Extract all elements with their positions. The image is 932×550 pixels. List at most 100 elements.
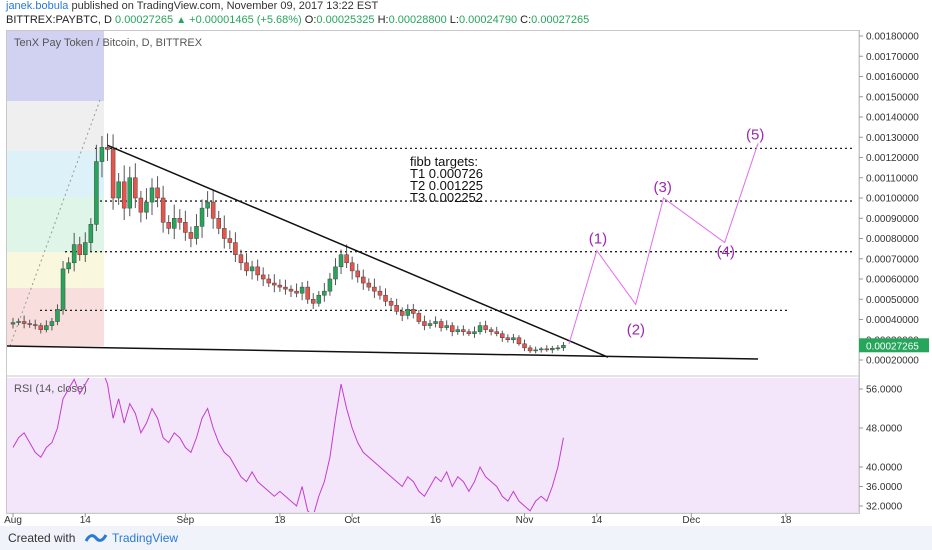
candle-body <box>194 226 199 239</box>
candle-body <box>138 197 144 213</box>
price-tick-label: 0.00100000 <box>866 194 919 205</box>
candle-body <box>238 254 244 264</box>
fib-band-2 <box>7 101 104 151</box>
rsi-tick-label: 36.0000 <box>866 482 903 493</box>
candle-body <box>422 321 427 326</box>
candle-body <box>544 348 550 351</box>
candle-body <box>16 321 21 323</box>
last-price-tag-label: 0.00027265 <box>866 341 919 352</box>
symbol-label: BITTREX:PAYBTC, D <box>6 14 112 26</box>
wave-label: (4) <box>717 244 735 261</box>
fib-diagonal <box>9 99 101 347</box>
candle-body <box>133 177 138 199</box>
candle-body <box>110 149 116 199</box>
candle-body <box>71 244 77 264</box>
candle-body <box>377 290 383 296</box>
candle-body <box>399 311 405 316</box>
candle-body <box>60 268 66 310</box>
tradingview-brand[interactable]: TradingView <box>112 531 179 545</box>
candle-body <box>538 348 544 351</box>
candle-body <box>199 207 205 227</box>
candle-body <box>94 161 99 225</box>
rsi-pane-bg <box>7 378 859 512</box>
time-tick-label: Sep <box>176 515 194 526</box>
change-value: +0.00001465 (+5.68%) <box>189 14 302 26</box>
candle-body <box>116 181 121 199</box>
candle-body <box>472 331 477 334</box>
candle-body <box>272 282 277 286</box>
candle-body <box>127 177 133 209</box>
time-tick-label: Oct <box>344 515 360 526</box>
price-tick-label: 0.00120000 <box>866 153 919 164</box>
fib-band-5 <box>7 252 104 288</box>
candle-body <box>38 325 44 330</box>
candle-body <box>383 294 388 302</box>
time-tick-label: 18 <box>780 515 792 526</box>
candle-body <box>344 254 349 264</box>
candle-body <box>488 329 494 332</box>
candle-body <box>166 222 171 229</box>
price-tick-label: 0.00090000 <box>866 214 919 225</box>
time-tick-label: Dec <box>682 515 700 526</box>
candle-body <box>372 286 377 292</box>
candle-body <box>10 322 16 325</box>
candle-body <box>433 321 438 324</box>
candle-body <box>483 325 488 330</box>
rsi-title: RSI (14, close) <box>14 383 87 395</box>
candle-body <box>210 201 216 219</box>
candle-body <box>416 313 422 322</box>
low-value: 0.00024790 <box>458 14 518 26</box>
candle-body <box>355 270 360 278</box>
candle-body <box>266 278 272 284</box>
candle-body <box>66 262 71 270</box>
annotation-title: fibb targets: <box>410 154 478 169</box>
candle-body <box>260 274 266 280</box>
candle-body <box>477 325 483 332</box>
candle-body <box>394 305 399 312</box>
candle-body <box>88 224 94 243</box>
candle-body <box>444 325 449 328</box>
open-value: 0.00025325 <box>316 14 375 26</box>
candle-body <box>105 147 110 150</box>
time-tick-label: 18 <box>274 515 286 526</box>
upper-trendline <box>107 144 609 358</box>
candle-body <box>349 262 355 272</box>
wave-label: (3) <box>654 179 672 196</box>
low-label: L: <box>449 14 459 26</box>
fib-band-1 <box>7 31 104 101</box>
candle-body <box>277 284 283 288</box>
candle-body <box>305 286 310 300</box>
published-text: published on TradingView.com, November 0… <box>71 0 379 12</box>
candle-body <box>149 187 155 203</box>
candle-body <box>155 187 160 199</box>
candle-body <box>183 222 188 233</box>
candle-body <box>32 324 38 326</box>
candle-body <box>99 147 105 162</box>
footer-bar: Created with TradingView <box>0 526 932 550</box>
candle-body <box>527 347 533 352</box>
candle-body <box>449 325 455 332</box>
rsi-tick-label: 40.0000 <box>866 463 903 474</box>
candle-body <box>205 201 210 209</box>
last-price-tag <box>859 338 929 353</box>
candle-body <box>55 309 60 322</box>
candle-body <box>77 244 82 255</box>
price-tick-label: 0.00180000 <box>866 32 919 43</box>
time-tick-label: 16 <box>430 515 442 526</box>
fib-band-3 <box>7 151 104 197</box>
candle-body <box>294 290 299 294</box>
price-tick-label: 0.00150000 <box>866 92 919 103</box>
candle-body <box>500 333 505 338</box>
chart-canvas[interactable]: TenX Pay Token / Bitcoin, D, BITTREX 0.00… <box>0 0 932 526</box>
annotation-line: T2 0.001225 <box>410 178 483 193</box>
candle-body <box>533 349 538 352</box>
annotation-line: T1 0.000726 <box>410 166 483 181</box>
candle-body <box>177 218 183 223</box>
candle-body <box>461 329 466 332</box>
candle-body <box>121 181 127 209</box>
wave-label: (5) <box>746 126 764 143</box>
author-link[interactable]: janek.bobula <box>6 0 69 12</box>
candle-body <box>455 329 461 332</box>
chart-title: TenX Pay Token / Bitcoin, D, BITTREX <box>14 37 203 49</box>
candle-body <box>427 323 433 326</box>
